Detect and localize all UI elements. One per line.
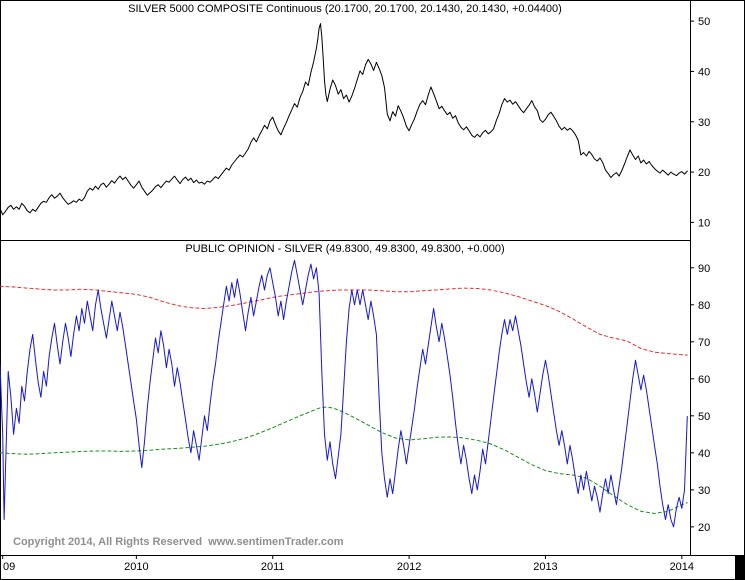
y-tick-label: 20 [698,522,710,534]
x-tick-label: 2013 [533,561,557,573]
y-tick-label: 40 [698,66,710,78]
corner-box [735,556,744,579]
x-tick-label: 2010 [124,561,148,573]
y-tick-label: 30 [698,485,710,497]
y-tick-label: 50 [698,411,710,423]
x-tick-label: 09 [3,561,15,573]
lower-band-line [0,406,688,514]
y-tick-label: 40 [698,448,710,460]
y-tick-label: 50 [698,16,710,28]
y-tick-label: 70 [698,337,710,349]
y-tick-label: 80 [698,300,710,312]
public-opinion-line [0,259,688,528]
y-tick-label: 60 [698,374,710,386]
silver-price-line [0,23,688,216]
y-tick-label: 90 [698,263,710,275]
y-tick-label: 10 [698,217,710,229]
y-tick-label: 20 [698,167,710,179]
x-tick-label: 2014 [670,561,694,573]
x-tick-label: 2011 [261,561,285,573]
upper-band-line [0,285,688,356]
y-tick-label: 30 [698,117,710,129]
x-tick-label: 2012 [397,561,421,573]
